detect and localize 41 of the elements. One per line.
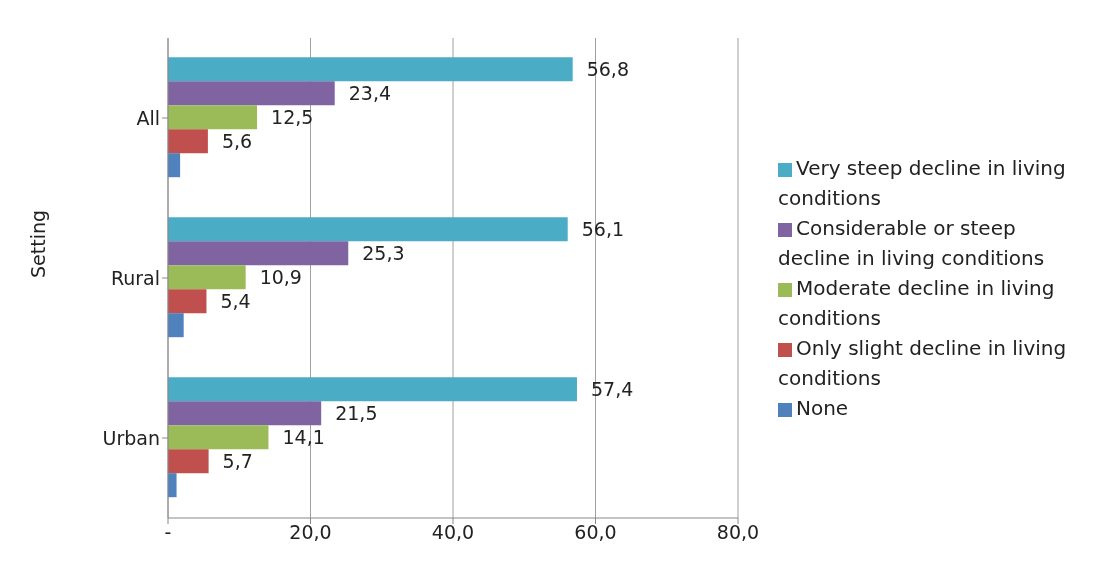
bar	[168, 241, 349, 266]
bar	[168, 81, 335, 106]
data-label: 12,5	[271, 105, 314, 128]
bar	[168, 265, 246, 290]
x-tick-label: 40,0	[431, 521, 475, 544]
y-tick-label: Rural	[110, 266, 160, 289]
data-label: 56,1	[581, 217, 625, 240]
data-label: 23,4	[348, 81, 392, 104]
bar	[168, 313, 184, 338]
bar	[168, 129, 208, 154]
legend-label: Very steep decline in living conditions	[778, 156, 1066, 210]
legend-label: None	[796, 396, 849, 420]
data-label: 5,4	[220, 289, 251, 312]
y-tick-label: Urban	[102, 426, 160, 449]
data-label: 14,1	[282, 425, 325, 448]
bar	[168, 449, 209, 474]
bar	[168, 377, 577, 402]
y-axis-title: Setting	[26, 209, 49, 278]
bar	[168, 217, 568, 242]
x-tick-label: 80,0	[716, 521, 760, 544]
data-label: 5,6	[221, 129, 253, 152]
bar	[168, 57, 573, 82]
legend-label: Moderate decline in living conditions	[778, 276, 1055, 330]
y-tick-label: All	[136, 106, 160, 129]
x-tick-label: 20,0	[289, 521, 332, 544]
data-label: 57,4	[590, 377, 634, 400]
bar	[168, 105, 258, 130]
bar	[168, 425, 269, 450]
data-label: 56,8	[586, 57, 630, 80]
x-tick-label: 60,0	[574, 521, 617, 544]
legend-label: Only slight decline in living conditions	[778, 336, 1067, 390]
bar	[168, 289, 207, 314]
data-label: 5,7	[222, 449, 253, 472]
legend-label: Considerable or steep decline in living conditions	[778, 216, 1045, 270]
data-label: 25,3	[362, 241, 405, 264]
data-label: 10,9	[259, 265, 302, 288]
bar	[168, 401, 322, 426]
x-tick-label: -	[164, 521, 172, 544]
bar	[168, 473, 177, 498]
bar	[168, 153, 181, 178]
data-label: 21,5	[335, 401, 378, 424]
